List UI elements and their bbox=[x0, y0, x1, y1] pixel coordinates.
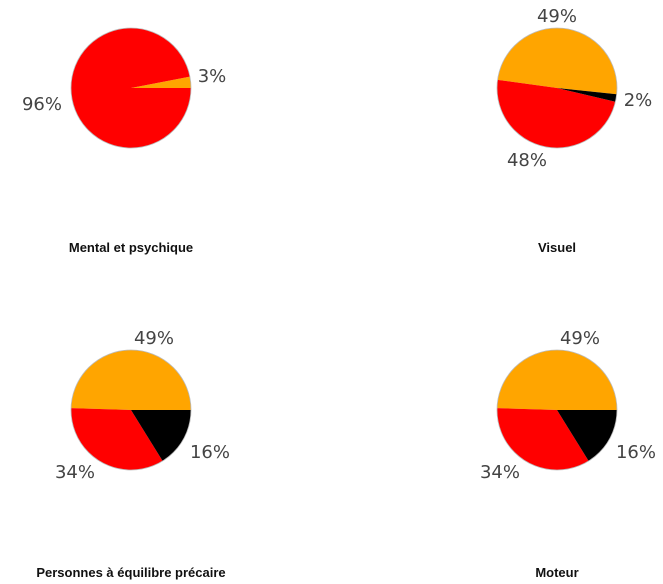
chart-title: Visuel bbox=[538, 240, 576, 255]
chart-title: Moteur bbox=[535, 565, 578, 580]
pie-slice bbox=[497, 408, 589, 471]
pie-outline bbox=[70, 27, 192, 149]
pie-outline bbox=[496, 349, 618, 471]
slice-percent-label: 16% bbox=[190, 442, 230, 463]
slice-percent-label: 34% bbox=[480, 462, 520, 483]
pie-chart-3: 49% 34% 16% Personnes à équilibre précaire bbox=[36, 328, 230, 580]
pie-chart-4: 49% 34% 16% Moteur bbox=[480, 328, 656, 580]
slice-percent-label: 96% bbox=[22, 94, 62, 115]
slice-percent-label: 48% bbox=[507, 150, 547, 171]
pie-slice bbox=[131, 76, 191, 88]
chart-title: Personnes à équilibre précaire bbox=[36, 565, 225, 580]
pie-slice bbox=[557, 410, 617, 461]
pie-chart-2: 49% 48% 2% Visuel bbox=[496, 6, 653, 255]
pie-slice bbox=[71, 408, 163, 471]
pie-slice bbox=[71, 349, 191, 410]
slice-percent-label: 49% bbox=[134, 328, 174, 349]
pie-outline bbox=[496, 27, 618, 149]
pie-slice bbox=[71, 27, 191, 148]
pie-slice bbox=[497, 79, 616, 148]
slice-percent-label: 3% bbox=[198, 66, 227, 87]
pie-slice bbox=[497, 28, 617, 95]
pie-chart-1: 3% 96% Mental et psychique bbox=[22, 27, 227, 255]
slice-percent-label: 49% bbox=[537, 6, 577, 27]
slice-percent-label: 34% bbox=[55, 462, 95, 483]
pie-slice bbox=[557, 88, 617, 102]
slice-percent-label: 16% bbox=[616, 442, 656, 463]
slice-percent-label: 2% bbox=[624, 90, 653, 111]
chart-title: Mental et psychique bbox=[69, 240, 193, 255]
slice-percent-label: 49% bbox=[560, 328, 600, 349]
pie-outline bbox=[70, 349, 192, 471]
pie-slice bbox=[497, 350, 617, 410]
pie-slice bbox=[131, 410, 191, 461]
